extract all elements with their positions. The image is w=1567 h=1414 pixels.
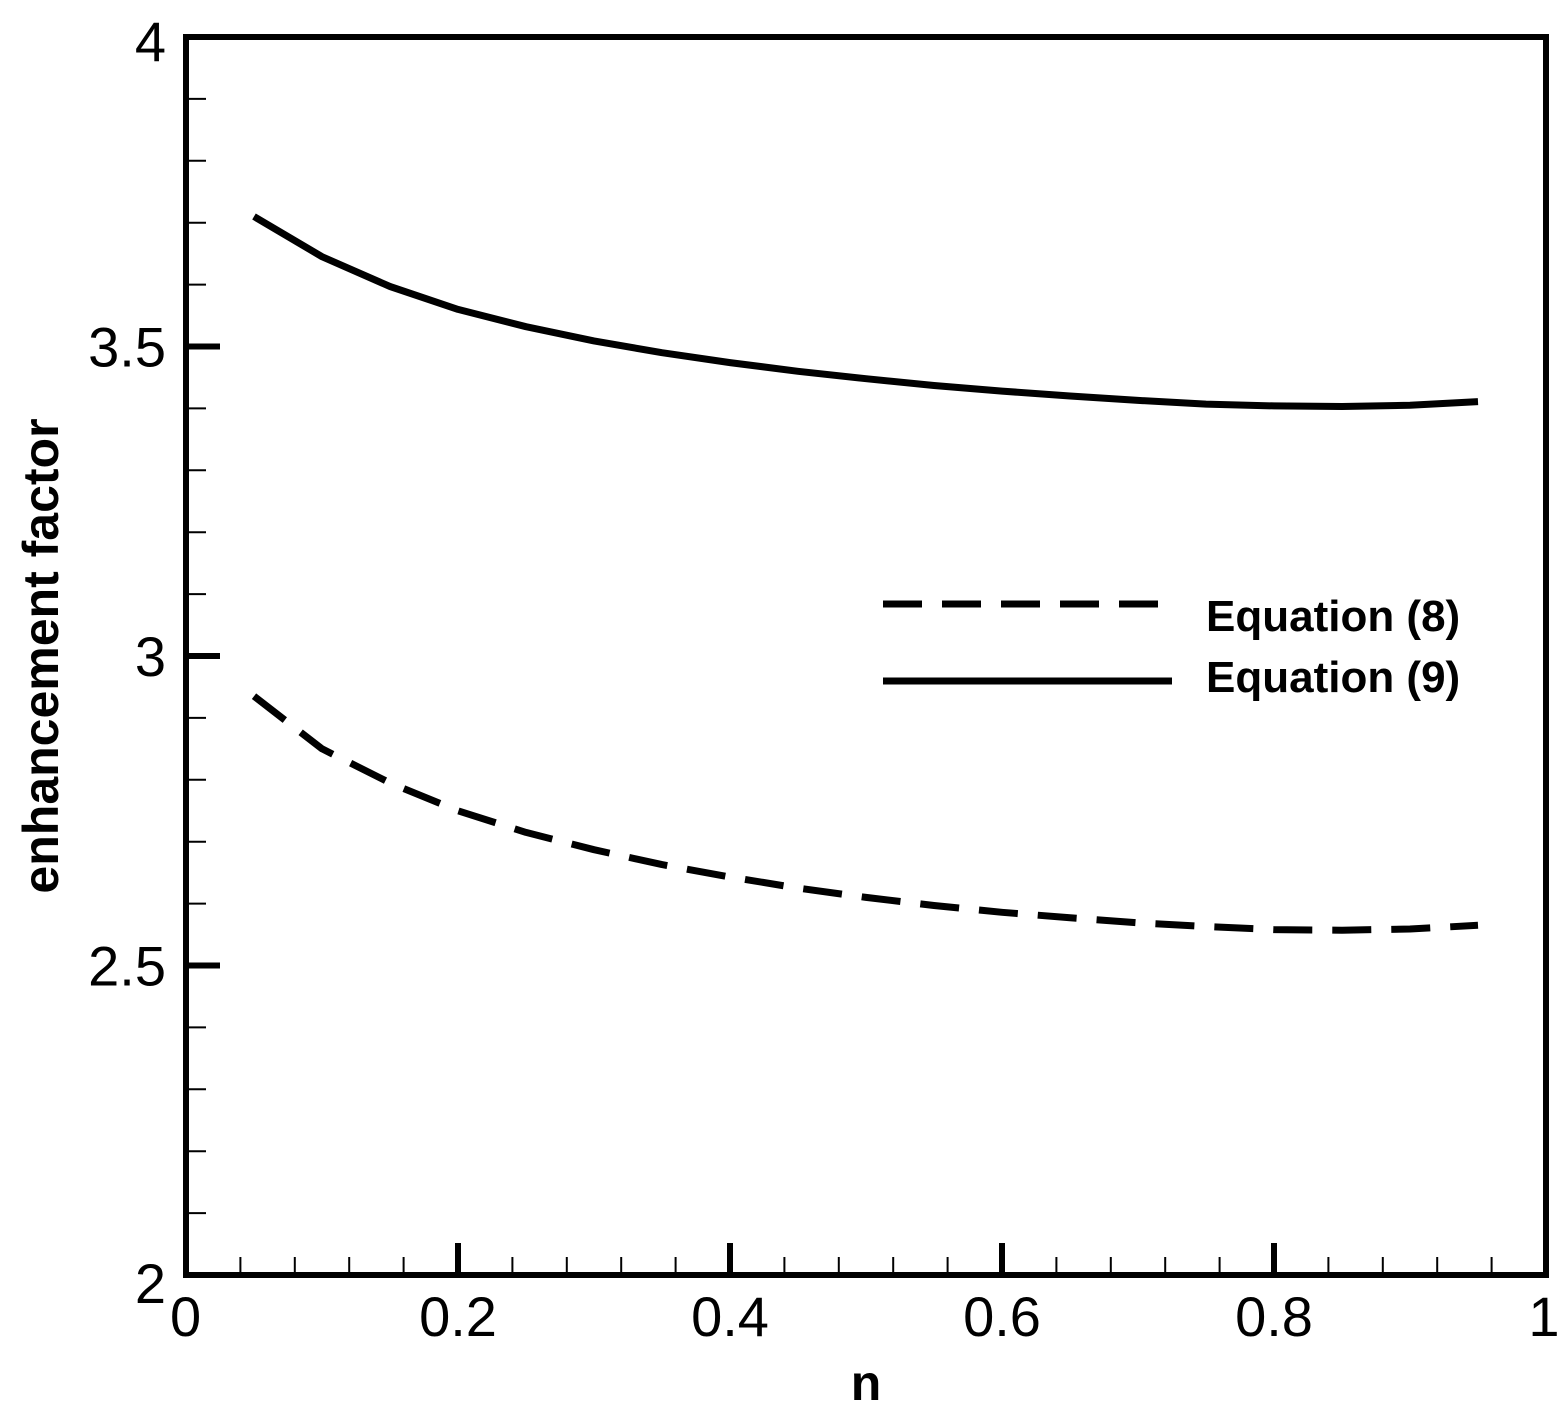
series-lines <box>251 213 1479 934</box>
plot-frame <box>183 34 1549 1278</box>
x-tick-label: 0.6 <box>963 1285 1041 1348</box>
x-tick-label: 0.4 <box>691 1285 769 1348</box>
x-tick-label: 0.8 <box>1235 1285 1313 1348</box>
x-axis-title: n <box>851 1355 882 1411</box>
y-tick-label: 2.5 <box>88 935 166 998</box>
y-tick-label: 3.5 <box>88 316 166 379</box>
legend-label-equation-8: Equation (8) <box>1206 592 1460 641</box>
x-tick-label: 0.2 <box>419 1285 497 1348</box>
series-line-equation-9 <box>252 213 1479 410</box>
x-tick-label: 0 <box>170 1285 201 1348</box>
y-axis-title: enhancement factor <box>13 418 69 893</box>
y-tick-labels: 2 2.5 3 3.5 4 <box>88 10 166 1315</box>
legend-label-equation-9: Equation (9) <box>1206 653 1460 702</box>
series-line-equation-8 <box>251 693 1479 934</box>
x-tick-labels: 0 0.2 0.4 0.6 0.8 1 <box>170 1285 1560 1348</box>
x-tick-label: 1 <box>1528 1285 1559 1348</box>
legend: Equation (8) Equation (9) <box>883 592 1460 702</box>
y-tick-label: 2 <box>135 1252 166 1315</box>
y-tick-label: 3 <box>135 625 166 688</box>
y-tick-label: 4 <box>135 10 166 73</box>
